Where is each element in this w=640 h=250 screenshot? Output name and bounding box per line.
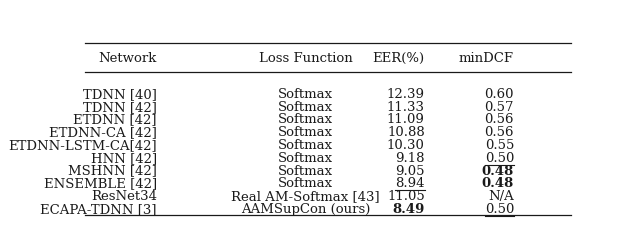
- Text: 8.94: 8.94: [396, 176, 425, 190]
- Text: N/A: N/A: [488, 189, 514, 202]
- Text: 11.05: 11.05: [387, 189, 425, 202]
- Text: 11.09: 11.09: [387, 113, 425, 126]
- Text: 0.50: 0.50: [484, 202, 514, 215]
- Text: 11.33: 11.33: [387, 100, 425, 113]
- Text: 0.56: 0.56: [484, 126, 514, 139]
- Text: 9.18: 9.18: [396, 151, 425, 164]
- Text: ECAPA-TDNN [3]: ECAPA-TDNN [3]: [40, 202, 157, 215]
- Text: EER(%): EER(%): [372, 52, 425, 64]
- Text: ETDNN-LSTM-CA[42]: ETDNN-LSTM-CA[42]: [8, 138, 157, 151]
- Text: ENSEMBLE [42]: ENSEMBLE [42]: [44, 176, 157, 190]
- Text: Softmax: Softmax: [278, 88, 333, 101]
- Text: 10.88: 10.88: [387, 126, 425, 139]
- Text: Softmax: Softmax: [278, 113, 333, 126]
- Text: 0.57: 0.57: [484, 100, 514, 113]
- Text: 9.05: 9.05: [396, 164, 425, 177]
- Text: 0.50: 0.50: [484, 151, 514, 164]
- Text: Loss Function: Loss Function: [259, 52, 353, 64]
- Text: TDNN [40]: TDNN [40]: [83, 88, 157, 101]
- Text: Softmax: Softmax: [278, 138, 333, 151]
- Text: Softmax: Softmax: [278, 100, 333, 113]
- Text: MSHNN [42]: MSHNN [42]: [68, 164, 157, 177]
- Text: ETDNN [42]: ETDNN [42]: [74, 113, 157, 126]
- Text: Network: Network: [99, 52, 157, 64]
- Text: 0.55: 0.55: [484, 138, 514, 151]
- Text: HNN [42]: HNN [42]: [91, 151, 157, 164]
- Text: ResNet34: ResNet34: [91, 189, 157, 202]
- Text: Softmax: Softmax: [278, 176, 333, 190]
- Text: AAMSupCon (ours): AAMSupCon (ours): [241, 202, 371, 215]
- Text: ETDNN-CA [42]: ETDNN-CA [42]: [49, 126, 157, 139]
- Text: Softmax: Softmax: [278, 151, 333, 164]
- Text: Softmax: Softmax: [278, 126, 333, 139]
- Text: TDNN [42]: TDNN [42]: [83, 100, 157, 113]
- Text: Real AM-Softmax [43]: Real AM-Softmax [43]: [232, 189, 380, 202]
- Text: 0.56: 0.56: [484, 113, 514, 126]
- Text: Softmax: Softmax: [278, 164, 333, 177]
- Text: 0.60: 0.60: [484, 88, 514, 101]
- Text: 12.39: 12.39: [387, 88, 425, 101]
- Text: minDCF: minDCF: [459, 52, 514, 64]
- Text: 0.48: 0.48: [482, 176, 514, 190]
- Text: 0.48: 0.48: [482, 164, 514, 177]
- Text: 8.49: 8.49: [392, 202, 425, 215]
- Text: 10.30: 10.30: [387, 138, 425, 151]
